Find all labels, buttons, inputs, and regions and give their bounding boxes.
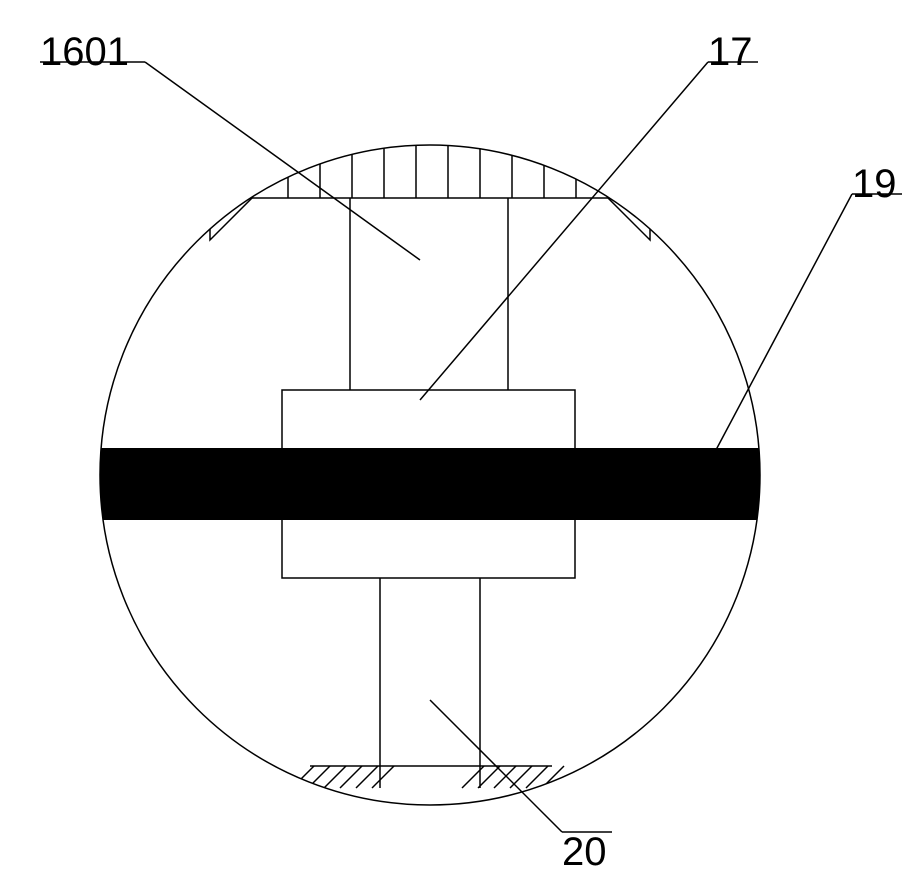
leader-line [700, 194, 852, 480]
label-19: 19 [852, 162, 897, 207]
black-band [0, 448, 914, 520]
label-17: 17 [708, 30, 753, 75]
leader-line [145, 62, 420, 260]
leader-line [420, 62, 708, 400]
upper-triangle-left [210, 198, 252, 240]
upper-triangle-right [608, 198, 650, 240]
label-20: 20 [562, 830, 607, 875]
label-1601: 1601 [40, 30, 129, 75]
